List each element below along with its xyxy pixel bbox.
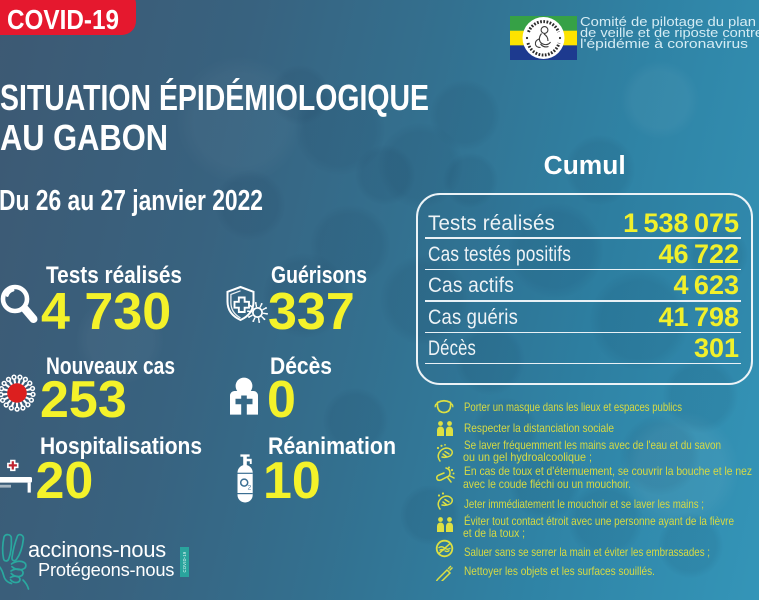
svg-text:2: 2 [248, 485, 252, 492]
